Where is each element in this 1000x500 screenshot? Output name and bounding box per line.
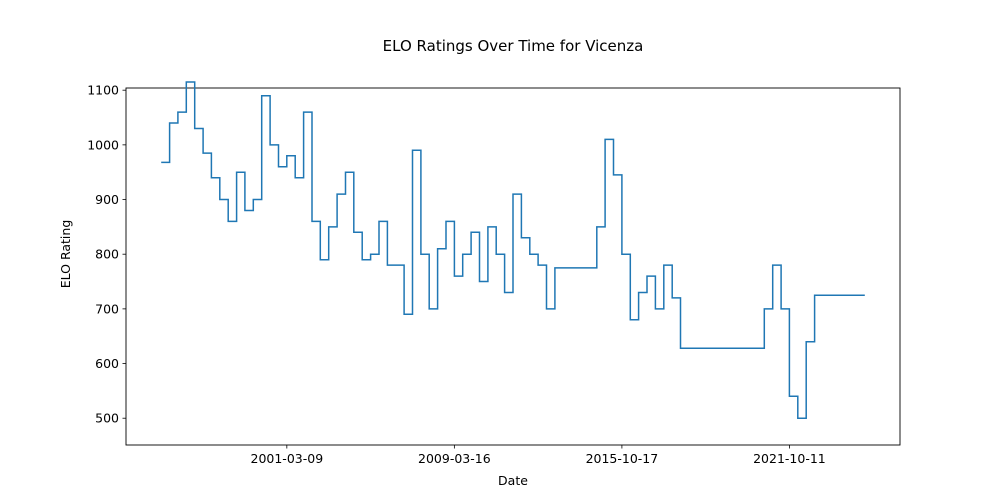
y-tick-label: 700: [95, 301, 119, 316]
x-tick-label: 2001-03-09: [251, 451, 324, 466]
series-line: [161, 81, 865, 419]
y-axis-label: ELO Rating: [58, 220, 73, 289]
y-tick-label: 500: [95, 411, 119, 426]
y-tick-label: 1100: [87, 83, 119, 98]
chart-title: ELO Ratings Over Time for Vicenza: [383, 37, 644, 55]
x-tick-label: 2015-10-17: [586, 451, 659, 466]
plot-frame: [125, 87, 901, 446]
y-tick-label: 1000: [87, 137, 119, 152]
x-axis-label: Date: [498, 473, 528, 488]
x-tick-label: 2009-03-16: [418, 451, 491, 466]
y-tick-label: 900: [95, 192, 119, 207]
x-tick-label: 2021-10-11: [753, 451, 826, 466]
y-tick-label: 800: [95, 247, 119, 262]
y-tick-label: 600: [95, 356, 119, 371]
